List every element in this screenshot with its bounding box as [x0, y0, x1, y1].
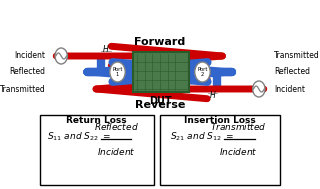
- Text: Incident: Incident: [274, 84, 305, 94]
- Text: $\mathit{Incident}$: $\mathit{Incident}$: [220, 146, 258, 157]
- Circle shape: [195, 62, 210, 82]
- Text: Port
1: Port 1: [112, 67, 123, 77]
- Circle shape: [110, 62, 125, 82]
- Text: Reflected: Reflected: [274, 67, 310, 77]
- FancyBboxPatch shape: [40, 115, 154, 185]
- Circle shape: [253, 81, 265, 97]
- Text: $S_{21}\ \mathit{and}\ S_{12}\ =$: $S_{21}\ \mathit{and}\ S_{12}\ =$: [170, 131, 234, 143]
- Text: Insertion Loss: Insertion Loss: [184, 116, 255, 125]
- Text: $S_{11}\ \mathit{and}\ S_{22}\ =$: $S_{11}\ \mathit{and}\ S_{22}\ =$: [47, 131, 111, 143]
- Text: Transmitted: Transmitted: [0, 84, 46, 94]
- Text: $\mathit{Reflected}$: $\mathit{Reflected}$: [94, 121, 138, 132]
- Text: Reflected: Reflected: [10, 67, 46, 77]
- FancyBboxPatch shape: [133, 52, 188, 92]
- Text: Reverse: Reverse: [135, 100, 185, 110]
- Text: H: H: [210, 91, 215, 99]
- FancyBboxPatch shape: [160, 115, 280, 185]
- Text: $\mathit{Transmitted}$: $\mathit{Transmitted}$: [211, 121, 267, 132]
- Circle shape: [55, 48, 67, 64]
- Text: Incident: Incident: [15, 51, 46, 60]
- Text: Return Loss: Return Loss: [66, 116, 127, 125]
- Text: Transmitted: Transmitted: [274, 51, 320, 60]
- Text: Forward: Forward: [134, 37, 186, 47]
- Text: $\mathit{Incident}$: $\mathit{Incident}$: [97, 146, 135, 157]
- Text: Port
2: Port 2: [197, 67, 208, 77]
- Text: H: H: [103, 44, 109, 53]
- Text: DUT: DUT: [149, 96, 172, 106]
